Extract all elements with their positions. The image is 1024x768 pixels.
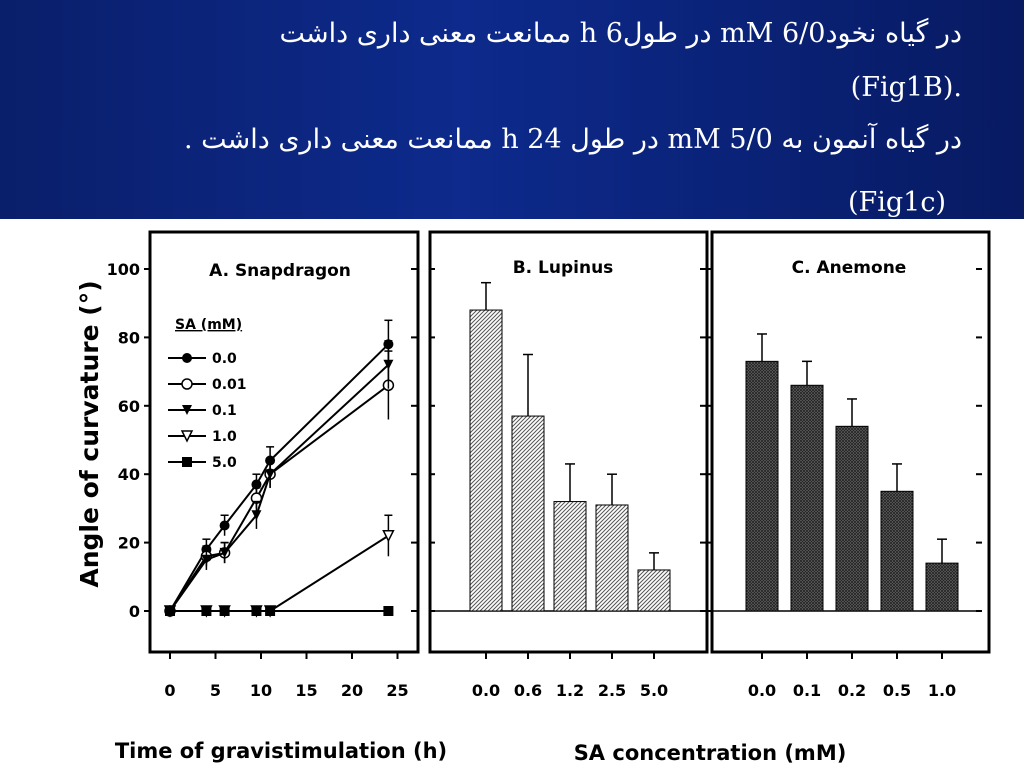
data-point bbox=[251, 606, 262, 616]
panel-b-title: B. Lupinus bbox=[513, 258, 614, 278]
x-tick-label: 0.5 bbox=[883, 681, 911, 700]
header-line-2: (Fig1B). bbox=[850, 72, 962, 103]
data-point bbox=[265, 606, 276, 616]
x-axis-label-time: Time of gravistimulation (h) bbox=[115, 739, 447, 763]
x-tick-label: 25 bbox=[386, 681, 408, 700]
panel-c-bars: 0.0 0.1 0.2 0.5 1.0 bbox=[705, 268, 982, 700]
legend: SA (mM) 0.0 0.01 0.1 1.0 5.0 bbox=[168, 317, 247, 471]
series-line bbox=[169, 384, 390, 612]
header-line-1: در گیاه نخودmM 6/0 در طولh 6 ممانعت معنی… bbox=[279, 18, 962, 49]
x-tick-label: 5 bbox=[210, 681, 221, 700]
panel-c-frame bbox=[710, 230, 991, 654]
data-point bbox=[265, 469, 276, 480]
data-point bbox=[165, 606, 175, 616]
x-tick-label: 0 bbox=[164, 681, 175, 700]
data-point bbox=[180, 430, 194, 443]
x-tick-label: 20 bbox=[341, 681, 363, 700]
data-point bbox=[219, 520, 230, 531]
y-tick-label: 0 bbox=[129, 602, 140, 621]
bar bbox=[469, 309, 503, 612]
data-point bbox=[251, 510, 262, 521]
y-tick-label: 20 bbox=[118, 534, 140, 553]
title-banner: در گیاه نخودmM 6/0 در طولh 6 ممانعت معنی… bbox=[0, 0, 1024, 219]
legend-label: 1.0 bbox=[212, 429, 237, 445]
bar bbox=[595, 504, 629, 612]
data-point bbox=[201, 606, 212, 616]
panel-a-y-axis: 0 20 40 60 80 100 bbox=[107, 260, 418, 621]
x-tick-label: 2.5 bbox=[598, 681, 626, 700]
series-line bbox=[169, 364, 390, 612]
series-5.0 bbox=[165, 606, 394, 616]
panel-a-title: A. Snapdragon bbox=[209, 261, 351, 281]
data-point bbox=[219, 606, 230, 616]
header-line-4: (Fig1c) bbox=[847, 187, 946, 218]
bar bbox=[745, 360, 779, 612]
data-point bbox=[219, 547, 230, 558]
y-tick-label: 80 bbox=[118, 328, 140, 347]
series-0.1 bbox=[165, 340, 394, 616]
bar bbox=[835, 425, 869, 612]
x-tick-label: 0.1 bbox=[793, 681, 821, 700]
data-point bbox=[382, 530, 395, 543]
legend-label: 0.0 bbox=[212, 351, 237, 367]
x-tick-label: 0.0 bbox=[748, 681, 776, 700]
panel-b-frame bbox=[428, 230, 709, 654]
data-point bbox=[383, 359, 394, 370]
y-tick-label: 100 bbox=[107, 260, 140, 279]
bar bbox=[880, 490, 914, 612]
x-tick-label: 1.0 bbox=[928, 681, 956, 700]
panel-a-frame bbox=[148, 230, 420, 654]
curvature-figure: Angle of curvature (°) A. Snapdragon 0 20… bbox=[75, 230, 991, 765]
bar bbox=[637, 569, 671, 612]
x-tick-label: 5.0 bbox=[640, 681, 668, 700]
legend-label: 5.0 bbox=[212, 455, 237, 471]
legend-label: 0.1 bbox=[212, 403, 237, 419]
bar bbox=[511, 415, 545, 612]
panel-a-snapdragon: A. Snapdragon 0 20 40 60 80 100 0 5 10 15 20 25 SA… bbox=[107, 230, 420, 700]
data-point bbox=[251, 479, 262, 490]
panel-b-lupinus: B. Lupinus 0.0 0.6 1.2 2.5 5.0 bbox=[428, 230, 709, 700]
x-axis-label-sa: SA concentration (mM) bbox=[574, 741, 847, 765]
legend-label: 0.01 bbox=[212, 377, 247, 393]
panel-b-bars: 0.0 0.6 1.2 2.5 5.0 bbox=[429, 268, 706, 700]
panel-a-x-ticks: 0 5 10 15 20 25 bbox=[164, 652, 409, 700]
panel-c-title: C. Anemone bbox=[792, 258, 907, 278]
data-point bbox=[181, 378, 193, 390]
x-tick-label: 0.0 bbox=[472, 681, 500, 700]
data-point bbox=[383, 606, 394, 616]
x-tick-label: 1.2 bbox=[556, 681, 584, 700]
x-tick-label: 0.6 bbox=[514, 681, 542, 700]
legend-title: SA (mM) bbox=[175, 317, 242, 333]
x-tick-label: 0.2 bbox=[838, 681, 866, 700]
y-axis-label: Angle of curvature (°) bbox=[75, 280, 104, 587]
header-line-3: در گیاه آنمون به mM 5/0 در طول h 24 ممان… bbox=[183, 124, 962, 155]
data-point bbox=[182, 405, 192, 415]
panel-c-anemone: C. Anemone 0.0 0.1 0.2 0.5 1.0 bbox=[705, 230, 991, 700]
data-point bbox=[182, 353, 192, 363]
data-point bbox=[201, 554, 212, 565]
y-tick-label: 40 bbox=[118, 465, 140, 484]
data-point bbox=[182, 457, 192, 467]
x-tick-label: 15 bbox=[295, 681, 317, 700]
y-tick-label: 60 bbox=[118, 397, 140, 416]
bar bbox=[925, 562, 959, 612]
x-tick-label: 10 bbox=[250, 681, 272, 700]
series-line bbox=[169, 343, 390, 612]
panel-a-series bbox=[163, 319, 395, 618]
bar bbox=[553, 501, 587, 612]
bar bbox=[790, 384, 824, 612]
